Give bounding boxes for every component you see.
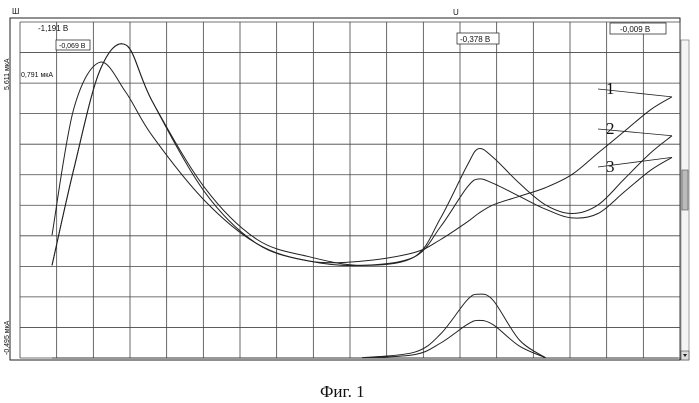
corner-marker[interactable]: Ш — [12, 7, 19, 16]
series-label-3: 3 — [606, 157, 615, 176]
top-right-voltage-readout: -0,009 В — [620, 25, 650, 34]
curves-group — [52, 44, 672, 266]
peak2-current-readout: 0,791 мкА — [21, 72, 53, 79]
series-line-3 — [52, 44, 672, 266]
cursor-marker: U — [453, 8, 459, 17]
cursor-voltage-readout: -0,378 В — [460, 35, 490, 44]
series-line-1 — [52, 62, 672, 263]
plot-grid — [20, 22, 680, 358]
lower-scale-readout: -0,495 мкА — [4, 320, 11, 355]
peak1-voltage-readout: -0,069 В — [59, 43, 86, 50]
scrollbar-thumb[interactable] — [682, 170, 688, 210]
series-line-2 — [52, 44, 672, 266]
difference-curves-group — [362, 294, 546, 358]
upper-scale-readout: 5,611 мкА — [4, 58, 11, 90]
top-left-voltage-readout: -1,191 В — [38, 24, 68, 33]
series-label-1: 1 — [606, 79, 615, 98]
difference-line-2-1 — [362, 294, 546, 358]
curve-labels-group: 1 2 3 — [598, 79, 672, 176]
figure-caption: Фиг. 1 — [320, 382, 365, 401]
series-label-2: 2 — [606, 119, 615, 138]
